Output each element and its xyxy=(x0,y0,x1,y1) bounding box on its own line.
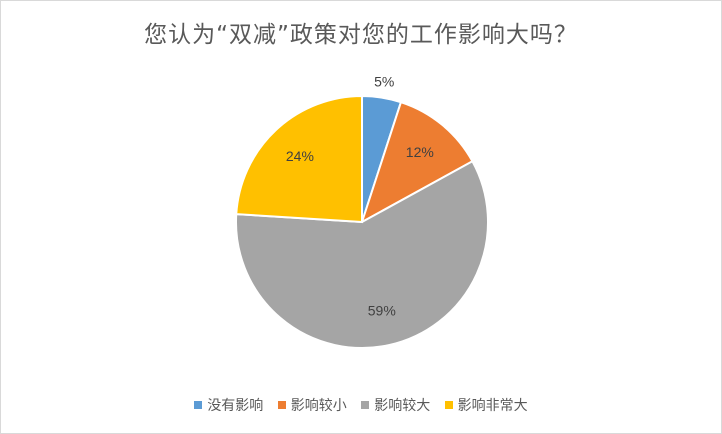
slice-label-large-impact: 59% xyxy=(368,303,396,319)
pie-slice-very-large-impact xyxy=(235,94,363,224)
legend: 没有影响 影响较小 影响较大 影响非常大 xyxy=(1,395,721,415)
legend-swatch xyxy=(444,401,453,409)
legend-label: 没有影响 xyxy=(207,398,264,414)
legend-swatch xyxy=(361,401,370,409)
legend-item-very-large-impact: 影响非常大 xyxy=(444,395,528,415)
legend-item-large-impact: 影响较大 xyxy=(361,395,430,415)
slice-label-very-large-impact: 24% xyxy=(286,148,314,164)
slice-label-small-impact: 12% xyxy=(406,144,434,160)
legend-swatch xyxy=(277,401,286,409)
slice-label-no-impact: 5% xyxy=(374,73,394,89)
pie-slice-large-impact xyxy=(235,159,489,349)
legend-label: 影响较小 xyxy=(290,398,347,414)
legend-swatch xyxy=(194,401,203,409)
pie-slice-small-impact xyxy=(360,100,474,225)
legend-item-no-impact: 没有影响 xyxy=(194,395,263,415)
legend-label: 影响非常大 xyxy=(457,398,528,414)
legend-label: 影响较大 xyxy=(374,398,431,414)
legend-item-small-impact: 影响较小 xyxy=(277,395,347,415)
chart-title: 您认为“双减”政策对您的工作影响大吗？ xyxy=(144,22,578,48)
